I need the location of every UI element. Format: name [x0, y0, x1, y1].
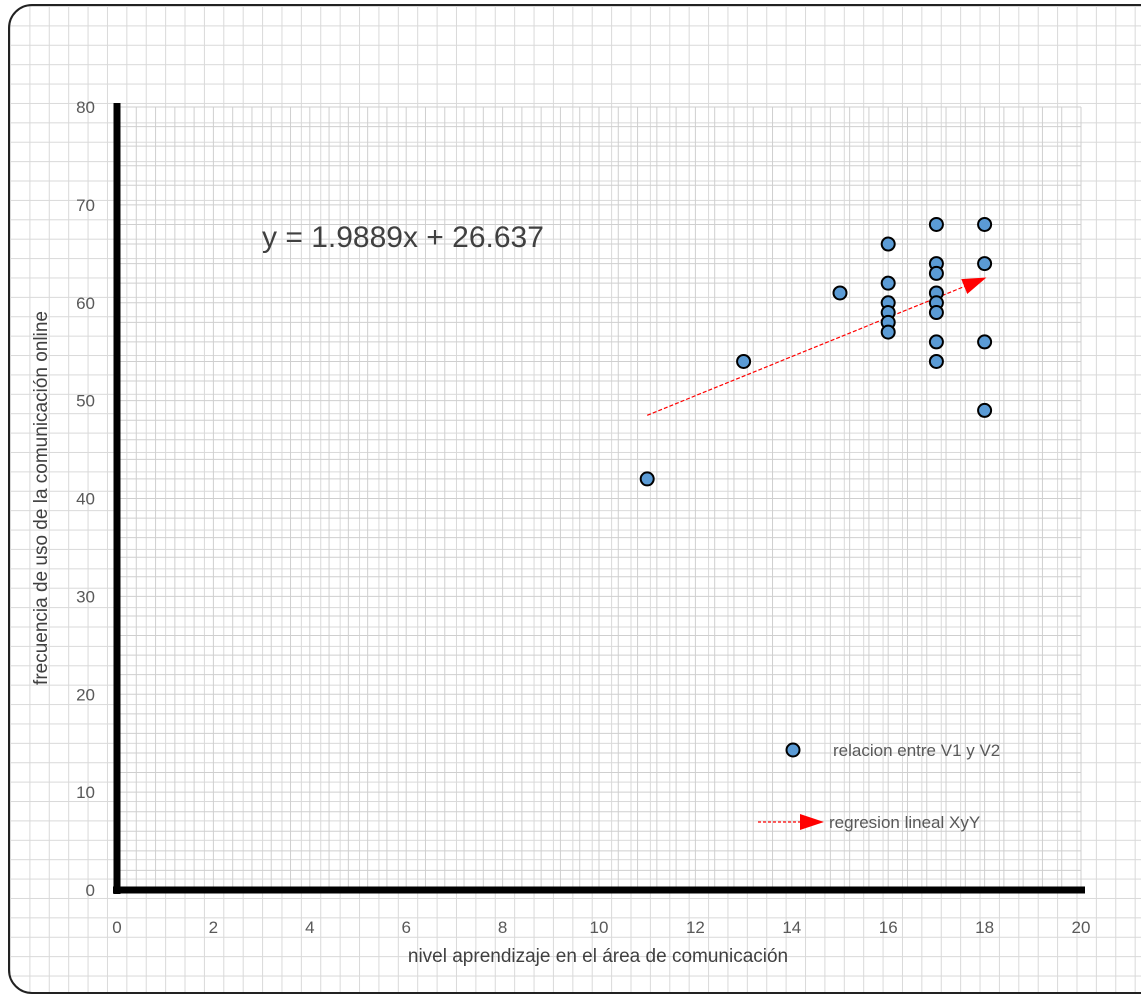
legend-label-scatter: relacion entre V1 y V2: [833, 741, 1000, 760]
y-tick-label: 20: [76, 685, 95, 704]
y-tick-label: 60: [76, 294, 95, 313]
data-point: [880, 275, 896, 291]
points-layer: [639, 216, 993, 487]
y-tick-label: 50: [76, 392, 95, 411]
data-point: [880, 236, 896, 252]
data-point: [736, 353, 752, 369]
x-axis-title: nivel aprendizaje en el área de comunica…: [408, 946, 788, 967]
scatter-chart: 0 2 4 6 8 10 12 14 16 18 20 0 10 20 30 40 50 60 70 80 y = 1…: [31, 98, 1090, 967]
data-point: [928, 353, 944, 369]
x-tick-label: 20: [1072, 918, 1091, 937]
x-tick-label: 8: [498, 918, 507, 937]
data-point: [928, 216, 944, 232]
y-tick-label: 10: [76, 783, 95, 802]
regression-layer: [646, 277, 987, 416]
y-tick-label: 40: [76, 490, 95, 509]
x-tick-label: 2: [209, 918, 218, 937]
data-point: [880, 324, 896, 340]
data-point: [977, 256, 993, 272]
axis-ticks: 0 2 4 6 8 10 12 14 16 18 20 0 10 20 30 40 50 60 70 80: [76, 98, 1090, 937]
plot-gridlines: [116, 106, 1082, 891]
x-tick-label: 12: [686, 918, 705, 937]
x-tick-label: 4: [305, 918, 314, 937]
legend: relacion entre V1 y V2 regresion lineal …: [758, 741, 1000, 832]
x-tick-label: 14: [782, 918, 801, 937]
data-point: [832, 285, 848, 301]
y-tick-label: 70: [76, 196, 95, 215]
x-tick-label: 6: [401, 918, 410, 937]
axes: [113, 103, 1085, 894]
x-tick-label: 18: [975, 918, 994, 937]
data-point: [928, 305, 944, 321]
regression-equation: y = 1.9889x + 26.637: [262, 221, 544, 254]
y-axis-title: frecuencia de uso de la comunicación onl…: [31, 311, 52, 685]
x-tick-label: 0: [112, 918, 121, 937]
y-tick-label: 30: [76, 587, 95, 606]
data-point: [977, 402, 993, 418]
data-point: [977, 216, 993, 232]
y-tick-label: 0: [86, 881, 95, 900]
y-tick-label: 80: [76, 98, 95, 117]
legend-marker-scatter: [785, 742, 801, 758]
x-tick-label: 10: [590, 918, 609, 937]
data-point: [639, 471, 655, 487]
x-tick-label: 16: [879, 918, 898, 937]
data-point: [977, 334, 993, 350]
data-point: [928, 265, 944, 281]
data-point: [928, 334, 944, 350]
legend-label-regression: regresion lineal XyY: [829, 813, 980, 832]
regression-line: [646, 277, 987, 416]
